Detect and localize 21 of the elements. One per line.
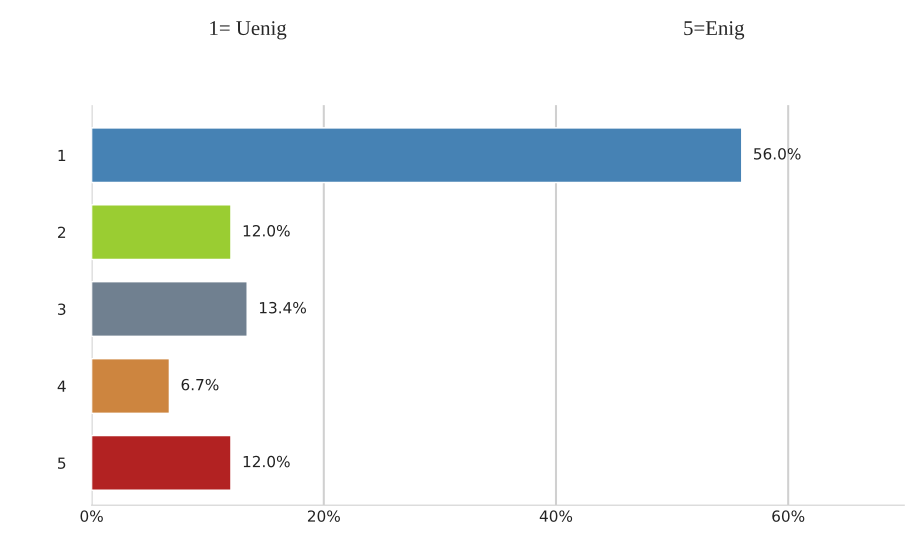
x-tick-label: 0% — [80, 510, 103, 522]
bar — [92, 127, 742, 184]
data-label: 56.0% — [754, 148, 801, 160]
y-tick-label: 5 — [58, 458, 66, 469]
bar — [92, 358, 170, 414]
y-tick-label: 3 — [58, 304, 66, 316]
bar — [92, 434, 232, 491]
data-label: 6.7% — [182, 378, 218, 390]
y-tick-label: 4 — [58, 380, 66, 392]
y-tick-label: 1 — [58, 150, 66, 161]
y-tick-label: 2 — [58, 226, 66, 238]
data-label: 12.0% — [244, 224, 290, 237]
x-tick-label: 60% — [772, 510, 804, 522]
x-tick-label: 40% — [540, 510, 572, 522]
x-tick-label: 20% — [308, 510, 340, 522]
data-label: 12.0% — [244, 456, 290, 468]
bar — [92, 281, 248, 338]
text: 1= Uenig — [210, 21, 286, 40]
data-label: 13.4% — [260, 302, 306, 314]
text: 5=Enig — [684, 21, 744, 40]
bar — [92, 204, 232, 260]
